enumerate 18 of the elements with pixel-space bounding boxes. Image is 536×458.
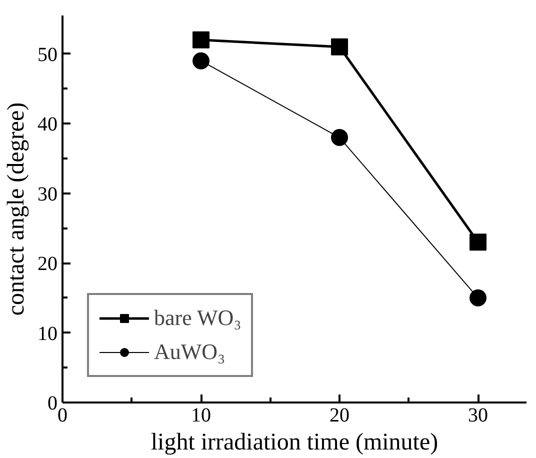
x-tick-label: 30 <box>468 404 488 426</box>
point <box>331 38 348 56</box>
y-tick-label: 40 <box>38 114 58 136</box>
y-axis-title: contact angle (degree) <box>4 102 30 316</box>
y-tick-label: 30 <box>38 183 58 206</box>
x-tick-label: 20 <box>330 404 350 426</box>
y-tick-label: 50 <box>38 44 58 66</box>
point <box>470 234 487 251</box>
y-tick-label: 10 <box>38 322 58 345</box>
legend-label: bare WO₃ <box>154 305 242 331</box>
legend-label: AuWO₃ <box>154 339 226 365</box>
point <box>331 129 348 146</box>
point <box>192 31 210 48</box>
x-tick-label: 10 <box>191 404 212 426</box>
point <box>192 52 210 70</box>
y-tick-label: 20 <box>38 253 58 276</box>
point <box>470 289 487 306</box>
x-axis-title: light irradiation time (minute) <box>150 430 438 456</box>
